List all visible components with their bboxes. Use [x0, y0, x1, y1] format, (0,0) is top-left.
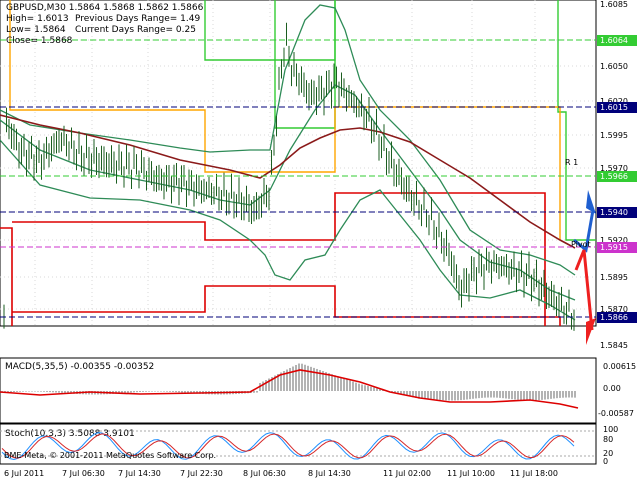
- bollinger-bands: [0, 4, 576, 321]
- price-tag: 1.5866: [600, 313, 628, 322]
- lower-band: [0, 139, 576, 321]
- time-label: 6 Jul 2011: [4, 469, 44, 478]
- red-box-left: [0, 227, 13, 326]
- price-label: 1.5970: [600, 164, 628, 173]
- price-label: 1.6050: [600, 62, 628, 71]
- price-tag: 1.6015: [600, 103, 628, 112]
- projection-arrows: [573, 190, 596, 345]
- r1-label: R 1: [565, 158, 578, 167]
- red-box-upper: [12, 192, 546, 326]
- time-label: 11 Jul 10:00: [447, 469, 495, 478]
- price-tag-bg: [597, 242, 637, 253]
- time-label: 7 Jul 14:30: [118, 469, 161, 478]
- price-tag-bg: [597, 102, 637, 113]
- macd-signal-line: [0, 369, 579, 409]
- previous-range: Previous Days Range= 1.49: [75, 14, 201, 24]
- price-tag-bg: [597, 312, 637, 323]
- macd-title: MACD(5,35,5) -0.00355 -0.00352: [5, 362, 154, 372]
- macd-scale-zero: 0.00: [603, 384, 621, 393]
- price-label: 1.6020: [600, 97, 628, 106]
- price-label: 1.5920: [600, 236, 628, 245]
- stoch-scale-0: 0: [603, 457, 608, 466]
- stoch-signal: [1, 433, 575, 459]
- macd-signal: [0, 369, 579, 409]
- stoch-title: Stoch(10,3,3) 3.5088 3.9101: [5, 429, 135, 439]
- time-label: 7 Jul 06:30: [62, 469, 105, 478]
- current-range: Current Days Range= 0.25: [75, 25, 196, 35]
- price-tag: 1.6064: [600, 36, 628, 45]
- close-line: Close= 1.5868: [6, 36, 73, 46]
- macd-scale-top: 0.00615: [603, 362, 636, 371]
- pivot-label: Pivot: [571, 240, 591, 249]
- moving-average: [0, 114, 576, 249]
- time-label: 8 Jul 14:30: [308, 469, 351, 478]
- time-label: 11 Jul 02:00: [383, 469, 431, 478]
- level-lines: [0, 39, 596, 318]
- blue-arrow-path: [573, 209, 595, 253]
- stoch-lines: [1, 432, 575, 460]
- time-axis[interactable]: 6 Jul 2011 7 Jul 06:30 7 Jul 14:30 7 Jul 22…: [4, 469, 558, 478]
- high-line: High= 1.6013: [6, 14, 69, 24]
- upper-band: [0, 4, 576, 276]
- price-tag-bg: [597, 35, 637, 46]
- stoch-main: [1, 432, 575, 460]
- time-label: 8 Jul 06:30: [243, 469, 286, 478]
- price-label: 1.5845: [600, 341, 628, 350]
- stoch-scale-20: 20: [603, 449, 613, 458]
- price-tag-bg: [597, 207, 637, 218]
- price-bars: [3, 22, 575, 331]
- price-tag: 1.5966: [600, 172, 628, 181]
- ma-line: [0, 114, 576, 249]
- price-label: 1.5995: [600, 131, 628, 140]
- price-label: 1.6085: [600, 0, 628, 9]
- blue-arrowhead: [586, 190, 596, 214]
- price-tag-bg: [597, 171, 637, 182]
- stoch-pane[interactable]: Stoch(10,3,3) 3.5088 3.9101 100 80 20 0 …: [0, 423, 618, 466]
- macd-pane-frame: [0, 357, 597, 424]
- macd-histogram: [1, 363, 576, 401]
- price-tag: 1.5940: [600, 208, 628, 217]
- time-label: 7 Jul 22:30: [180, 469, 223, 478]
- stoch-scale-80: 80: [603, 435, 613, 444]
- price-pane[interactable]: R 1 Pivot: [0, 0, 597, 345]
- price-tag: 1.5915: [600, 243, 628, 252]
- stoch-scale-100: 100: [603, 425, 618, 434]
- time-label: 11 Jul 18:00: [510, 469, 558, 478]
- price-label: 1.5895: [600, 273, 628, 282]
- red-arrow-path: [574, 249, 594, 331]
- price-label: 1.5870: [600, 305, 628, 314]
- symbol-line: GBPUSD,M30 1.5864 1.5868 1.5862 1.5866: [6, 3, 204, 13]
- green-box-inner: [274, 0, 336, 129]
- copyright-text: BME-Meta, © 2001-2011 MetaQuotes Softwar…: [4, 451, 216, 460]
- macd-pane[interactable]: MACD(5,35,5) -0.00355 -0.00352 0.00615 0…: [0, 357, 636, 424]
- red-arrowhead: [586, 318, 596, 345]
- middle-band: [0, 84, 576, 301]
- macd-scale-bottom: -0.00587: [598, 409, 634, 418]
- low-line: Low= 1.5864: [6, 25, 66, 35]
